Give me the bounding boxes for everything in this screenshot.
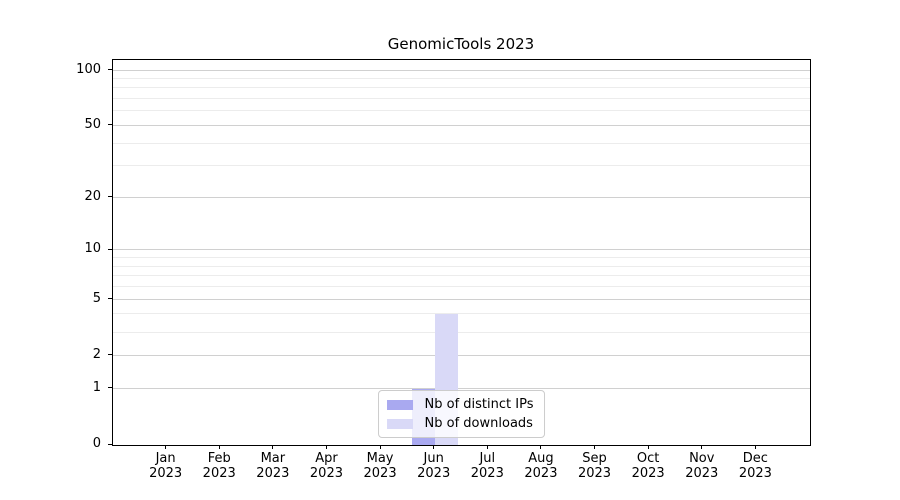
x-tick-label: Dec 2023	[727, 451, 783, 481]
x-tick-mark	[540, 445, 542, 449]
x-tick-mark	[325, 445, 327, 449]
x-tick-mark	[701, 445, 703, 449]
x-tick-mark	[433, 445, 435, 449]
minor-gridline	[113, 331, 810, 333]
x-tick-month: Feb	[207, 451, 231, 466]
x-tick-year: 2023	[631, 466, 665, 481]
legend-swatch	[386, 418, 413, 429]
x-tick-mark	[218, 445, 220, 449]
x-tick-month: Sep	[582, 451, 607, 466]
minor-gridline	[113, 286, 810, 288]
y-tick-label: 10	[84, 241, 101, 257]
x-tick-month: Jun	[423, 451, 444, 466]
x-tick-month: Dec	[742, 451, 768, 466]
x-tick-year: 2023	[363, 466, 397, 481]
x-tick-label: Nov 2023	[674, 451, 730, 481]
y-tick-label: 1	[92, 379, 101, 395]
x-tick-month: Mar	[260, 451, 286, 466]
x-tick-year: 2023	[309, 466, 343, 481]
y-tick-label: 2	[92, 346, 101, 362]
major-gridline	[113, 249, 810, 251]
legend-swatch	[386, 399, 413, 410]
minor-gridline	[113, 78, 810, 79]
x-tick-label: Oct 2023	[620, 451, 676, 481]
x-tick-year: 2023	[149, 466, 183, 481]
y-tick-mark	[108, 196, 112, 198]
x-tick-label: Jan 2023	[138, 451, 194, 481]
y-tick-mark	[108, 298, 112, 300]
x-tick-mark	[647, 445, 649, 449]
x-tick-year: 2023	[470, 466, 504, 481]
x-tick-month: Jul	[479, 451, 496, 466]
minor-gridline	[113, 98, 810, 100]
minor-gridline	[113, 165, 810, 167]
x-tick-year: 2023	[577, 466, 612, 481]
legend-label: Nb of downloads	[424, 416, 533, 431]
y-tick-label: 20	[84, 188, 101, 204]
x-tick-mark	[486, 445, 488, 449]
y-tick-mark	[108, 248, 112, 250]
y-tick-mark	[108, 387, 112, 389]
x-tick-year: 2023	[524, 466, 558, 481]
y-tick-mark	[108, 124, 112, 126]
x-tick-month: May	[366, 451, 394, 466]
minor-gridline	[113, 275, 810, 277]
major-gridline	[113, 124, 810, 126]
y-tick-label: 50	[84, 116, 101, 132]
x-tick-label: Aug 2023	[513, 451, 569, 481]
major-gridline	[113, 387, 810, 389]
y-tick-mark	[108, 443, 112, 445]
y-tick-label: 0	[92, 436, 101, 451]
y-tick-label: 5	[92, 290, 101, 306]
x-tick-month: Aug	[528, 451, 554, 466]
legend-label: Nb of distinct IPs	[424, 397, 534, 412]
major-gridline	[113, 298, 810, 300]
x-tick-label: May 2023	[352, 451, 408, 481]
chart-title: GenomicTools 2023	[387, 35, 535, 53]
minor-gridline	[113, 257, 810, 259]
y-tick-mark	[108, 354, 112, 356]
minor-gridline	[113, 265, 810, 267]
x-tick-label: Mar 2023	[245, 451, 301, 481]
major-gridline	[113, 196, 810, 198]
legend: Nb of distinct IPs Nb of downloads	[377, 390, 546, 438]
x-tick-mark	[165, 445, 167, 449]
x-tick-label: Apr 2023	[298, 451, 354, 481]
x-tick-label: Feb 2023	[191, 451, 247, 481]
x-tick-label: Jun 2023	[406, 451, 462, 481]
legend-entry: Nb of distinct IPs	[386, 397, 534, 412]
x-tick-month: Nov	[689, 451, 715, 466]
x-tick-year: 2023	[685, 466, 719, 481]
major-gridline	[113, 69, 810, 71]
legend-entry: Nb of downloads	[386, 416, 534, 431]
y-tick-label: 100	[76, 61, 101, 77]
x-tick-label: Jul 2023	[459, 451, 515, 481]
x-tick-label: Sep 2023	[567, 451, 623, 481]
x-tick-mark	[272, 445, 274, 449]
x-tick-month: Apr	[315, 451, 338, 466]
x-tick-mark	[379, 445, 381, 449]
y-tick-mark	[108, 69, 112, 71]
x-tick-year: 2023	[417, 466, 451, 481]
x-tick-year: 2023	[256, 466, 290, 481]
x-tick-month: Oct	[636, 451, 660, 466]
x-tick-mark	[754, 445, 756, 449]
x-tick-year: 2023	[202, 466, 236, 481]
minor-gridline	[113, 87, 810, 89]
minor-gridline	[113, 313, 810, 315]
x-tick-year: 2023	[738, 466, 772, 481]
plot-area: Nb of distinct IPs Nb of downloads	[112, 59, 811, 446]
minor-gridline	[113, 142, 810, 144]
minor-gridline	[113, 110, 810, 112]
x-tick-mark	[594, 445, 596, 449]
x-tick-month: Jan	[155, 451, 176, 466]
major-gridline	[113, 354, 810, 356]
